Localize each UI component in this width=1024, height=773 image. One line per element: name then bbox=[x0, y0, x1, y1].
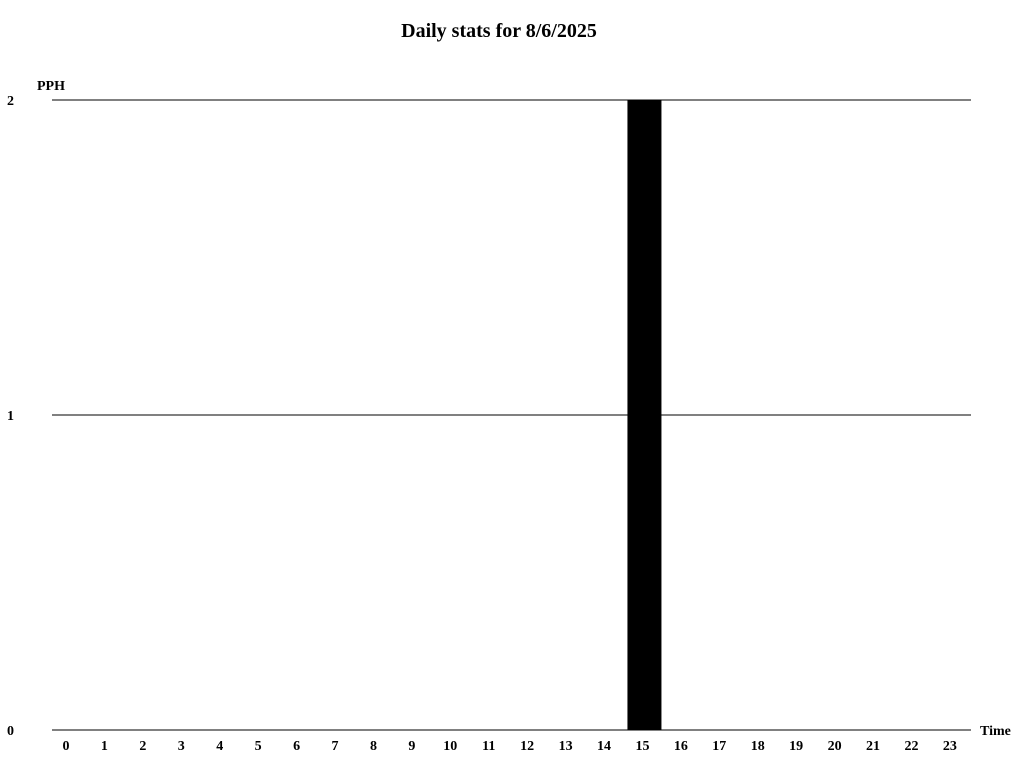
x-tick-label: 2 bbox=[139, 739, 146, 754]
y-tick-label: 0 bbox=[7, 724, 14, 739]
x-tick-label: 8 bbox=[370, 739, 377, 754]
x-tick-label: 16 bbox=[674, 739, 688, 754]
x-tick-label: 9 bbox=[408, 739, 415, 754]
x-tick-label: 13 bbox=[559, 739, 573, 754]
x-axis-label: Time bbox=[980, 724, 1011, 739]
x-tick-label: 3 bbox=[178, 739, 185, 754]
x-tick-label: 0 bbox=[63, 739, 70, 754]
x-tick-label: 5 bbox=[255, 739, 262, 754]
x-tick-label: 11 bbox=[482, 739, 495, 754]
x-tick-label: 10 bbox=[443, 739, 457, 754]
chart-title: Daily stats for 8/6/2025 bbox=[401, 20, 597, 42]
x-tick-label: 18 bbox=[751, 739, 765, 754]
x-tick-label: 14 bbox=[597, 739, 611, 754]
x-tick-label: 12 bbox=[520, 739, 534, 754]
x-tick-label: 22 bbox=[904, 739, 918, 754]
x-tick-label: 1 bbox=[101, 739, 108, 754]
x-tick-label: 15 bbox=[635, 739, 649, 754]
y-axis-label: PPH bbox=[37, 79, 65, 94]
y-tick-label: 1 bbox=[7, 409, 14, 424]
x-tick-label: 23 bbox=[943, 739, 957, 754]
x-tick-label: 20 bbox=[828, 739, 842, 754]
x-tick-label: 7 bbox=[332, 739, 339, 754]
x-tick-label: 4 bbox=[216, 739, 223, 754]
x-tick-label: 6 bbox=[293, 739, 300, 754]
bar-15 bbox=[627, 100, 662, 730]
x-tick-label: 21 bbox=[866, 739, 880, 754]
x-tick-label: 19 bbox=[789, 739, 803, 754]
x-tick-label: 17 bbox=[712, 739, 726, 754]
y-tick-label: 2 bbox=[7, 94, 14, 109]
